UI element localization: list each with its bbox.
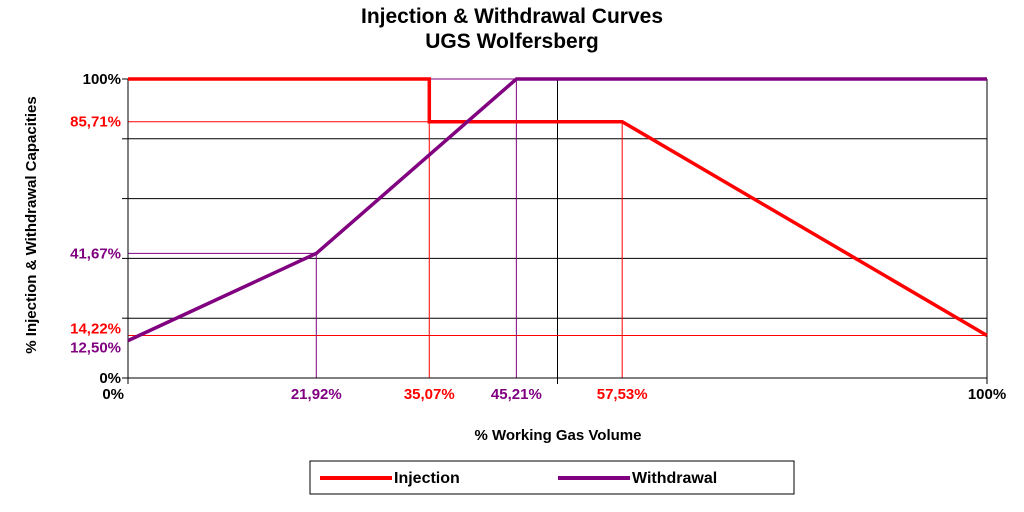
x-tick-label-3: 45,21% — [491, 386, 542, 403]
y-tick-label-5: 0% — [99, 370, 121, 387]
x-tick-label-4: 57,53% — [597, 386, 648, 403]
legend-label-injection: Injection — [394, 470, 460, 487]
x-axis-title: % Working Gas Volume — [475, 427, 642, 444]
series-line-withdrawal — [127, 77, 987, 343]
y-tick-label-2: 41,67% — [70, 245, 121, 262]
y-tick-label-0: 100% — [83, 71, 121, 88]
series-lines — [127, 77, 988, 343]
legend-label-withdrawal: Withdrawal — [632, 470, 717, 487]
y-tick-label-1: 85,71% — [70, 114, 121, 131]
y-axis-title: % Injection & Withdrawal Capacities — [23, 96, 40, 353]
series-line-injection — [128, 77, 988, 338]
x-tick-label-5: 100% — [968, 386, 1006, 403]
axes — [122, 78, 988, 384]
x-tick-label-1: 21,92% — [291, 386, 342, 403]
legend: Injection Withdrawal — [309, 460, 795, 495]
y-tick-label-4: 12,50% — [70, 340, 121, 357]
chart-subtitle: UGS Wolfersberg — [425, 30, 599, 53]
chart-title: Injection & Withdrawal Curves — [360, 5, 664, 28]
tick-labels: 100% 85,71% 41,67% 14,22% 12,50% 0%0% 21,92% 35… — [70, 71, 1006, 403]
x-tick-label-0: 0% — [102, 386, 124, 403]
gridlines — [128, 78, 987, 378]
y-tick-label-3: 14,22% — [70, 320, 121, 337]
x-tick-label-2: 35,07% — [404, 386, 455, 403]
